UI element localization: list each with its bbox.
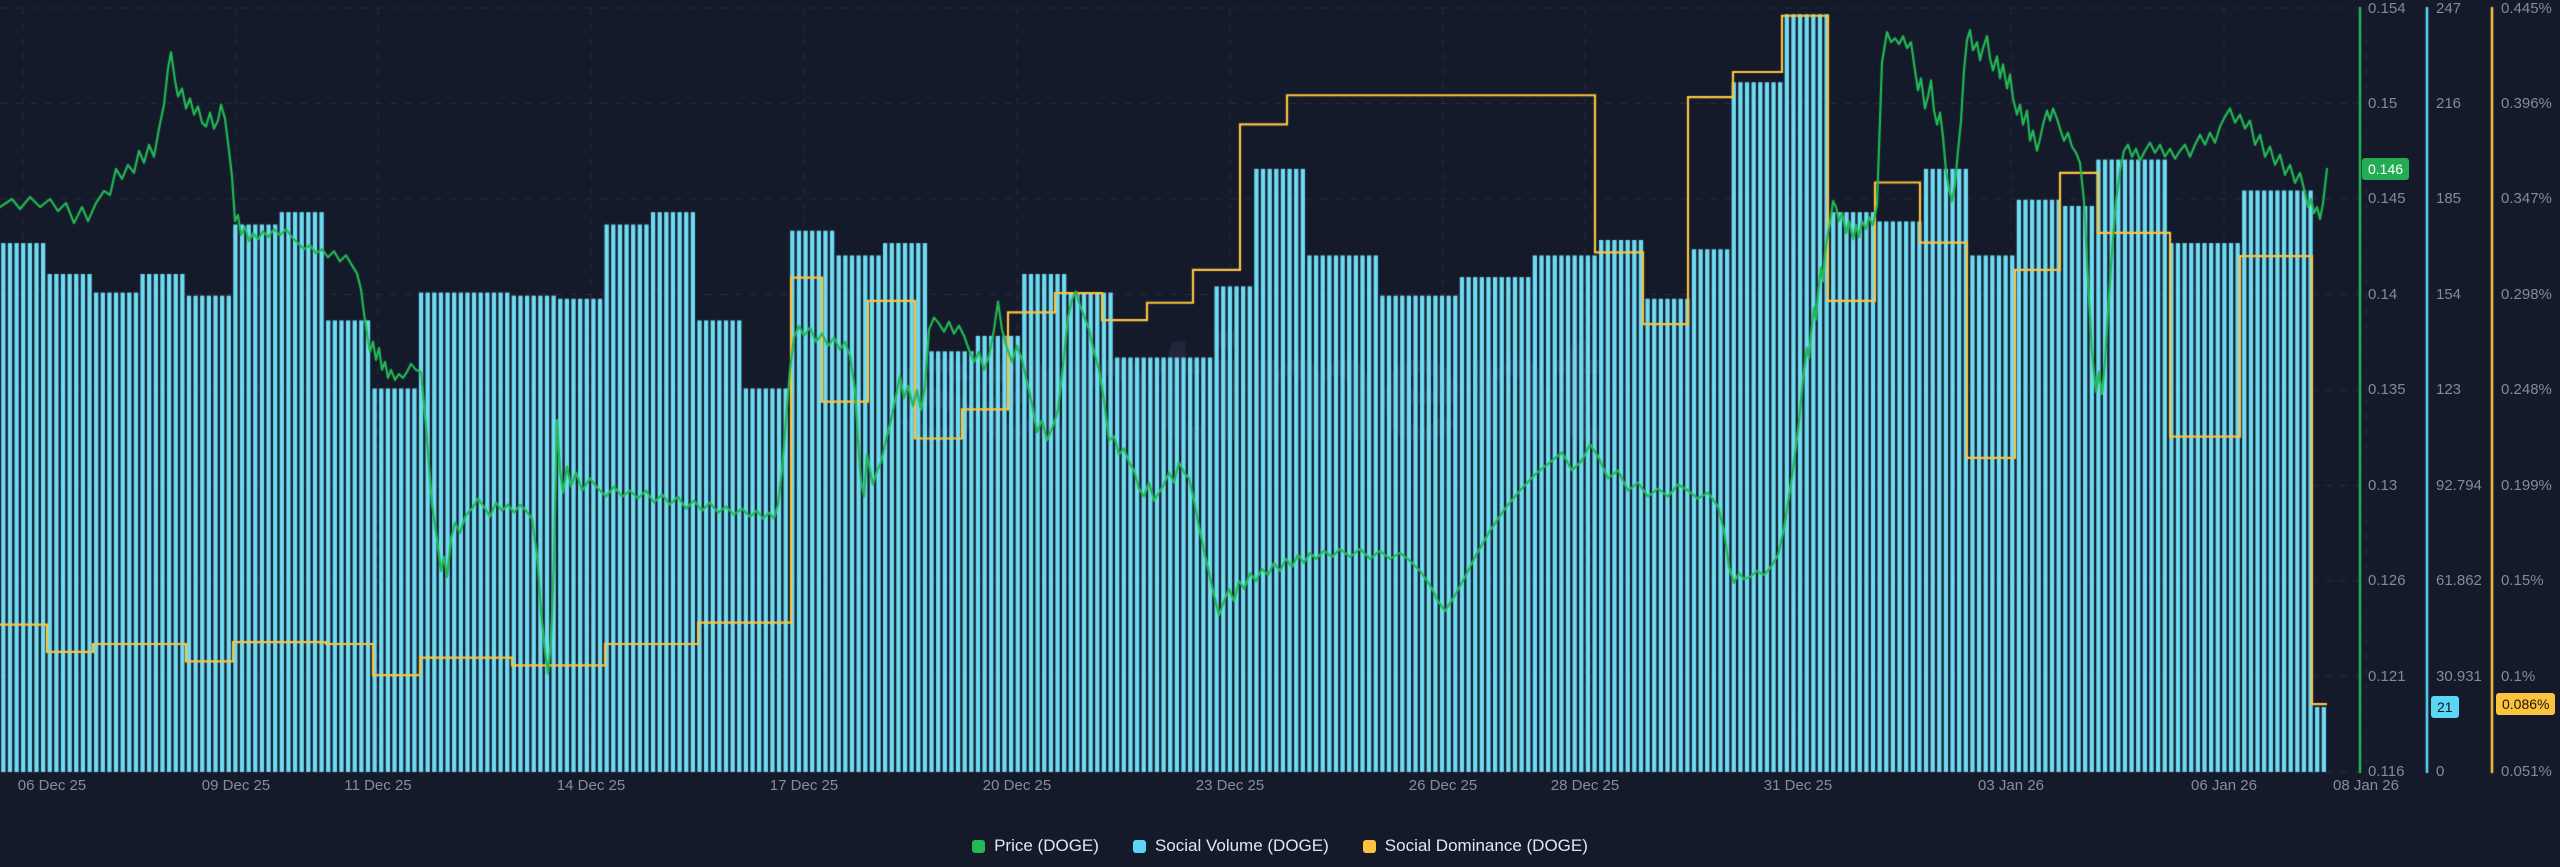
date-tick-label: 14 Dec 25 (556, 777, 626, 794)
volume-tick-label: 154 (2436, 285, 2462, 303)
price-tick-label: 0.154 (2368, 0, 2406, 17)
price-tick-label: 0.135 (2368, 381, 2406, 398)
social-volume-series-swatch-icon (1132, 839, 1146, 853)
date-tick-label: 08 Jan 26 (2333, 777, 2399, 794)
legend-label-social-dominance: Social Dominance (DOGE) (1384, 836, 1588, 855)
volume-current-badge: 21 (2431, 696, 2459, 719)
volume-tick-label: 61.862 (2436, 572, 2482, 589)
dominance-tick-label: 0.051% (2501, 763, 2552, 780)
dominance-tick-label: 0.347% (2501, 190, 2552, 207)
price-series-swatch-icon (972, 839, 986, 853)
dominance-tick-label: 0.15% (2501, 572, 2544, 589)
date-tick-label: 06 Dec 25 (17, 777, 87, 794)
volume-tick-label: 247 (2436, 0, 2462, 17)
volume-tick-label: 123 (2436, 381, 2462, 398)
dominance-tick-label: 0.248% (2501, 381, 2552, 398)
dominance-tick-label: 0.1% (2501, 667, 2536, 685)
date-tick-label: 31 Dec 25 (1763, 777, 1833, 794)
price-tick-label: 0.15 (2368, 94, 2398, 112)
volume-tick-label: 216 (2436, 94, 2462, 112)
volume-tick-label: 92.794 (2436, 476, 2482, 494)
volume-tick-label: 0 (2436, 763, 2445, 780)
dominance-tick-label: 0.298% (2501, 285, 2552, 303)
date-tick-label: 28 Dec 25 (1550, 777, 1620, 794)
legend-item-price[interactable]: Price (DOGE) (972, 836, 1099, 856)
dominance-tick-label: 0.396% (2501, 94, 2552, 112)
price-tick-label: 0.126 (2368, 572, 2406, 589)
price-tick-label: 0.14 (2368, 285, 2398, 303)
date-tick-label: 06 Jan 26 (2191, 777, 2257, 794)
price-current-badge: 0.146 (2362, 157, 2410, 180)
date-tick-label: 11 Dec 25 (344, 777, 412, 794)
volume-tick-label: 30.931 (2436, 667, 2482, 685)
price-tick-label: 0.145 (2368, 190, 2406, 207)
dominance-current-badge: 0.086% (2496, 693, 2556, 716)
date-tick-label: 09 Dec 25 (201, 777, 271, 794)
dominance-tick-label: 0.445% (2501, 0, 2552, 17)
legend-label-price: Price (DOGE) (994, 836, 1099, 855)
social-dominance-series-swatch-icon (1362, 839, 1376, 853)
legend: Price (DOGE) Social Volume (DOGE) Social… (0, 836, 2560, 856)
date-tick-label: 23 Dec 25 (1195, 777, 1265, 794)
price-tick-label: 0.116 (2368, 763, 2405, 780)
volume-tick-label: 185 (2436, 190, 2462, 207)
date-tick-label: 20 Dec 25 (982, 777, 1052, 794)
dominance-tick-label: 0.199% (2501, 476, 2552, 494)
price-tick-label: 0.121 (2368, 667, 2406, 685)
date-tick-label: 03 Jan 26 (1978, 777, 2044, 794)
date-tick-label: 26 Dec 25 (1408, 777, 1478, 794)
legend-label-social-volume: Social Volume (DOGE) (1154, 836, 1329, 855)
legend-item-social-volume[interactable]: Social Volume (DOGE) (1132, 836, 1329, 856)
date-tick-label: 17 Dec 25 (769, 777, 839, 794)
price-tick-label: 0.13 (2368, 476, 2398, 494)
legend-item-social-dominance[interactable]: Social Dominance (DOGE) (1362, 836, 1588, 856)
